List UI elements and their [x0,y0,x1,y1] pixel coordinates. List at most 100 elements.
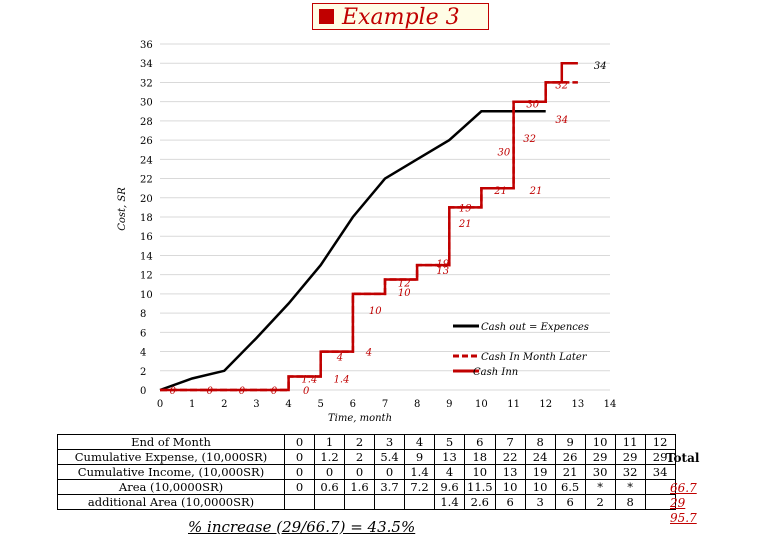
data-label: 0 [239,386,246,397]
x-tick-label: 7 [382,399,388,410]
table-cell: 0 [284,449,315,465]
data-table: End of Month 0 1 2 3 4 5 6 7 8 9 10 11 1… [57,434,676,510]
x-tick-label: 1 [189,399,195,410]
data-label: 30 [526,100,539,111]
x-tick-label: 6 [350,399,356,410]
table-cell: 32 [614,464,646,480]
table-cell: 6 [554,494,586,510]
table-cell: 13 [494,464,526,480]
title-box: Example 3 [312,3,489,30]
table-cell: 13 [434,449,465,465]
x-tick-label: 10 [475,399,488,410]
y-tick-label: 32 [140,78,153,89]
table-cell [374,494,405,510]
row-label: Cumulative Expense, (10,000SR) [57,449,285,465]
table-cell: 30 [584,464,616,480]
table-cell: 12 [644,434,676,450]
y-tick-label: 0 [140,386,146,397]
y-tick-label: 26 [140,136,153,147]
data-label: 12 [398,278,411,289]
data-label: 4 [365,348,372,359]
table-cell: 29 [644,449,676,465]
data-label: 1.4 [301,374,317,385]
y-tick-label: 4 [140,348,146,359]
table-cell: 10 [524,479,556,495]
table-cell: 6.5 [554,479,586,495]
y-tick-label: 36 [140,40,153,51]
data-label: 32 [523,134,536,145]
table-cell: 1.6 [344,479,375,495]
table-cell: 29 [584,449,616,465]
table-row: Cumulative Income, (10,000SR) 0 0 0 0 1.… [57,464,676,480]
y-tick-label: 30 [140,98,153,109]
table-cell [404,494,435,510]
y-tick-label: 18 [140,213,153,224]
x-tick-label: 11 [507,399,520,410]
table-cell: 0 [284,479,315,495]
data-label: 0 [303,386,310,397]
data-label: 32 [555,80,568,91]
table-cell: 3.7 [374,479,405,495]
y-tick-label: 24 [140,155,153,166]
data-label: 0 [271,386,278,397]
table-cell: 3 [524,494,556,510]
table-cell: 2 [344,434,375,450]
table-cell: 34 [644,464,676,480]
table-cell: 5 [434,434,465,450]
table-row: End of Month 0 1 2 3 4 5 6 7 8 9 10 11 1… [57,434,676,450]
data-label: 19 [459,203,472,214]
table-row: Area (10,0000SR) 0 0.6 1.6 3.7 7.2 9.6 1… [57,479,676,495]
table-cell: 9 [404,449,435,465]
table-cell: 3 [374,434,405,450]
table-cell: 21 [554,464,586,480]
data-label: 10 [398,288,411,299]
total-value: 66.7 [670,481,697,495]
table-cell: 10 [464,464,496,480]
total-value: 95.7 [670,511,697,525]
data-label: 10 [369,306,382,317]
table-cell: 22 [494,449,526,465]
data-label: 21 [493,186,507,197]
table-cell: 8 [524,434,556,450]
x-tick-label: 4 [285,399,291,410]
table-cell: 0 [374,464,405,480]
x-tick-label: 2 [221,399,227,410]
y-tick-label: 12 [140,271,153,282]
x-tick-label: 12 [539,399,552,410]
chart-title: Example 3 [342,5,460,30]
data-label: 34 [555,115,568,126]
y-tick-label: 8 [140,309,146,320]
table-cell: 11.5 [464,479,496,495]
table-cell: 1.2 [314,449,345,465]
table-cell: 6 [464,434,496,450]
table-cell: 0 [284,434,315,450]
table-cell: 0 [284,464,315,480]
total-label: Total [666,451,700,465]
x-tick-label: 8 [414,399,420,410]
table-cell: 1.4 [404,464,435,480]
y-tick-label: 34 [140,59,153,70]
table-cell [314,494,345,510]
x-tick-label: 9 [446,399,452,410]
table-cell: 10 [584,434,616,450]
table-cell: 1.4 [434,494,465,510]
row-label: Cumulative Income, (10,000SR) [57,464,285,480]
y-tick-label: 10 [140,290,153,301]
table-cell: 7.2 [404,479,435,495]
y-tick-label: 14 [140,251,153,262]
table-cell: 6 [494,494,526,510]
table-cell: 4 [404,434,435,450]
legend-label: Cash In Month Later [481,352,588,363]
data-label: 1.4 [334,374,350,385]
legend-label: Cash out = Expences [481,322,589,333]
table-cell: 7 [494,434,526,450]
table-cell: 9 [554,434,586,450]
y-tick-label: 2 [140,367,146,378]
data-label: 0 [170,386,177,397]
table-cell: 8 [614,494,646,510]
table-cell: 29 [614,449,646,465]
table-cell: 24 [524,449,556,465]
data-label: 4 [336,352,343,363]
table-cell: 2 [584,494,616,510]
